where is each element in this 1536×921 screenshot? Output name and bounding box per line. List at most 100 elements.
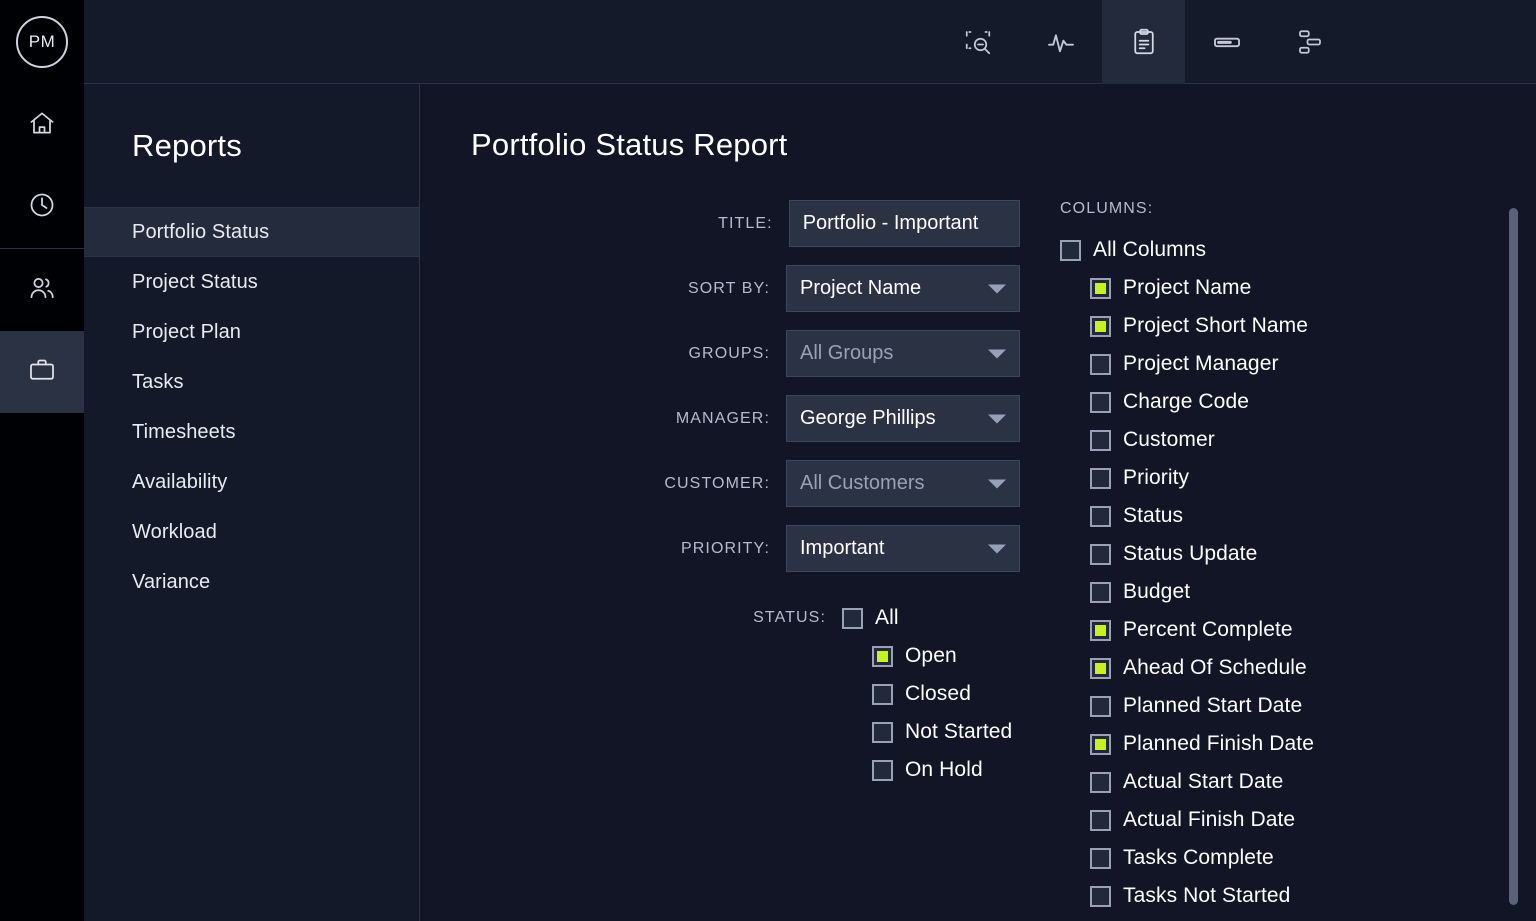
- sidebar-item-project-status[interactable]: Project Status: [84, 257, 419, 307]
- rail-item-time[interactable]: [0, 166, 84, 248]
- priority-label: PRIORITY:: [680, 539, 770, 557]
- check-mark-icon: [1095, 624, 1106, 636]
- content-scrollbar-thumb[interactable]: [1509, 208, 1518, 905]
- status-checkbox-open[interactable]: Open: [872, 644, 1012, 668]
- columns-option-label: Project Short Name: [1123, 314, 1309, 337]
- columns-option-label: Planned Start Date: [1123, 694, 1303, 717]
- briefcase-icon: [27, 355, 57, 390]
- columns-checkbox-percent-complete[interactable]: Percent Complete: [1090, 618, 1460, 642]
- check-mark-icon: [1095, 738, 1106, 750]
- groups-select[interactable]: All Groups: [786, 330, 1020, 377]
- checkbox-icon[interactable]: [842, 607, 863, 629]
- checkbox-icon[interactable]: [1090, 543, 1111, 565]
- checkbox-icon[interactable]: [1090, 809, 1111, 831]
- columns-panel: COLUMNS: All Columns Project Name Projec…: [1060, 200, 1460, 921]
- checkbox-icon[interactable]: [872, 683, 893, 705]
- sidebar-item-project-plan[interactable]: Project Plan: [84, 307, 419, 357]
- columns-checkbox-planned-finish-date[interactable]: Planned Finish Date: [1090, 732, 1460, 756]
- checkbox-icon[interactable]: [1090, 581, 1111, 603]
- checkbox-icon[interactable]: [872, 759, 893, 781]
- form-row-manager: MANAGER: George Phillips: [420, 395, 1020, 442]
- customer-select[interactable]: All Customers: [786, 460, 1020, 507]
- checkbox-icon[interactable]: [872, 721, 893, 743]
- toolbar-button-progress[interactable]: [1185, 0, 1268, 84]
- sidebar-item-portfolio-status[interactable]: Portfolio Status: [84, 207, 419, 257]
- checkbox-icon[interactable]: [1090, 315, 1111, 337]
- columns-option-label: Project Manager: [1123, 352, 1279, 375]
- columns-checkbox-actual-finish-date[interactable]: Actual Finish Date: [1090, 808, 1460, 832]
- checkbox-icon[interactable]: [1060, 239, 1081, 261]
- chevron-down-icon: [988, 349, 1006, 358]
- rail-item-portfolio[interactable]: [0, 331, 84, 413]
- checkbox-icon[interactable]: [1090, 695, 1111, 717]
- toolbar-button-scan-search[interactable]: [936, 0, 1019, 84]
- toolbar-button-reports[interactable]: [1102, 0, 1185, 84]
- title-input[interactable]: Portfolio - Important: [788, 200, 1020, 247]
- status-options: All Open Closed Not Started: [842, 606, 1012, 782]
- sort-by-select[interactable]: Project Name: [786, 265, 1020, 312]
- checkbox-icon[interactable]: [1090, 467, 1111, 489]
- logo-text: PM: [16, 16, 68, 68]
- customer-value: All Customers: [800, 472, 925, 494]
- priority-select[interactable]: Important: [786, 525, 1020, 572]
- status-checkbox-not-started[interactable]: Not Started: [872, 720, 1012, 744]
- form-row-groups: GROUPS: All Groups: [420, 330, 1020, 377]
- checkbox-icon[interactable]: [1090, 847, 1111, 869]
- manager-label: MANAGER:: [675, 409, 770, 427]
- checkbox-icon[interactable]: [872, 645, 893, 667]
- sort-by-label: SORT BY:: [687, 279, 770, 297]
- chevron-down-icon: [988, 284, 1006, 293]
- columns-checkbox-project-name[interactable]: Project Name: [1090, 276, 1460, 300]
- sidebar-item-label: Timesheets: [132, 420, 236, 443]
- checkbox-icon[interactable]: [1090, 619, 1111, 641]
- sidebar-item-tasks[interactable]: Tasks: [84, 357, 419, 407]
- status-checkbox-all[interactable]: All: [842, 606, 1012, 630]
- columns-checkbox-ahead-of-schedule[interactable]: Ahead Of Schedule: [1090, 656, 1460, 680]
- columns-checkbox-actual-start-date[interactable]: Actual Start Date: [1090, 770, 1460, 794]
- columns-checkbox-planned-start-date[interactable]: Planned Start Date: [1090, 694, 1460, 718]
- columns-checkbox-tasks-complete[interactable]: Tasks Complete: [1090, 846, 1460, 870]
- checkbox-icon[interactable]: [1090, 391, 1111, 413]
- rail-divider: [0, 248, 84, 249]
- checkbox-icon[interactable]: [1090, 277, 1111, 299]
- columns-checkbox-budget[interactable]: Budget: [1090, 580, 1460, 604]
- checkbox-icon[interactable]: [1090, 657, 1111, 679]
- status-checkbox-closed[interactable]: Closed: [872, 682, 1012, 706]
- sidebar-item-workload[interactable]: Workload: [84, 507, 419, 557]
- sidebar-item-label: Project Plan: [132, 320, 242, 343]
- checkbox-icon[interactable]: [1090, 885, 1111, 907]
- checkbox-icon[interactable]: [1090, 505, 1111, 527]
- checkbox-icon[interactable]: [1090, 429, 1111, 451]
- columns-checkbox-all-columns[interactable]: All Columns: [1060, 238, 1460, 262]
- status-option-label: Not Started: [905, 720, 1013, 743]
- columns-checkbox-tasks-not-started[interactable]: Tasks Not Started: [1090, 884, 1460, 908]
- manager-select[interactable]: George Phillips: [786, 395, 1020, 442]
- app-logo[interactable]: PM: [0, 0, 84, 84]
- report-content: Portfolio Status Report TITLE: Portfolio…: [420, 84, 1536, 921]
- columns-option-label: Status Update: [1123, 542, 1258, 565]
- clock-icon: [27, 190, 57, 225]
- rail-item-home[interactable]: [0, 84, 84, 166]
- columns-checkbox-customer[interactable]: Customer: [1090, 428, 1460, 452]
- toolbar-button-activity[interactable]: [1019, 0, 1102, 84]
- sidebar-item-availability[interactable]: Availability: [84, 457, 419, 507]
- status-checkbox-on-hold[interactable]: On Hold: [872, 758, 1012, 782]
- columns-checkbox-project-short-name[interactable]: Project Short Name: [1090, 314, 1460, 338]
- columns-checkbox-status-update[interactable]: Status Update: [1090, 542, 1460, 566]
- sidebar-item-variance[interactable]: Variance: [84, 557, 419, 607]
- columns-option-label: Tasks Complete: [1123, 846, 1274, 869]
- rail-item-people[interactable]: [0, 249, 84, 331]
- columns-checkbox-project-manager[interactable]: Project Manager: [1090, 352, 1460, 376]
- left-icon-rail: [0, 84, 84, 921]
- form-row-sort-by: SORT BY: Project Name: [420, 265, 1020, 312]
- status-option-label: Closed: [905, 682, 971, 705]
- checkbox-icon[interactable]: [1090, 353, 1111, 375]
- columns-checkbox-charge-code[interactable]: Charge Code: [1090, 390, 1460, 414]
- checkbox-icon[interactable]: [1090, 733, 1111, 755]
- columns-checkbox-priority[interactable]: Priority: [1090, 466, 1460, 490]
- columns-checkbox-status[interactable]: Status: [1090, 504, 1460, 528]
- toolbar-button-hierarchy[interactable]: [1268, 0, 1351, 84]
- checkbox-icon[interactable]: [1090, 771, 1111, 793]
- top-bar-spacer: [84, 0, 936, 83]
- sidebar-item-timesheets[interactable]: Timesheets: [84, 407, 419, 457]
